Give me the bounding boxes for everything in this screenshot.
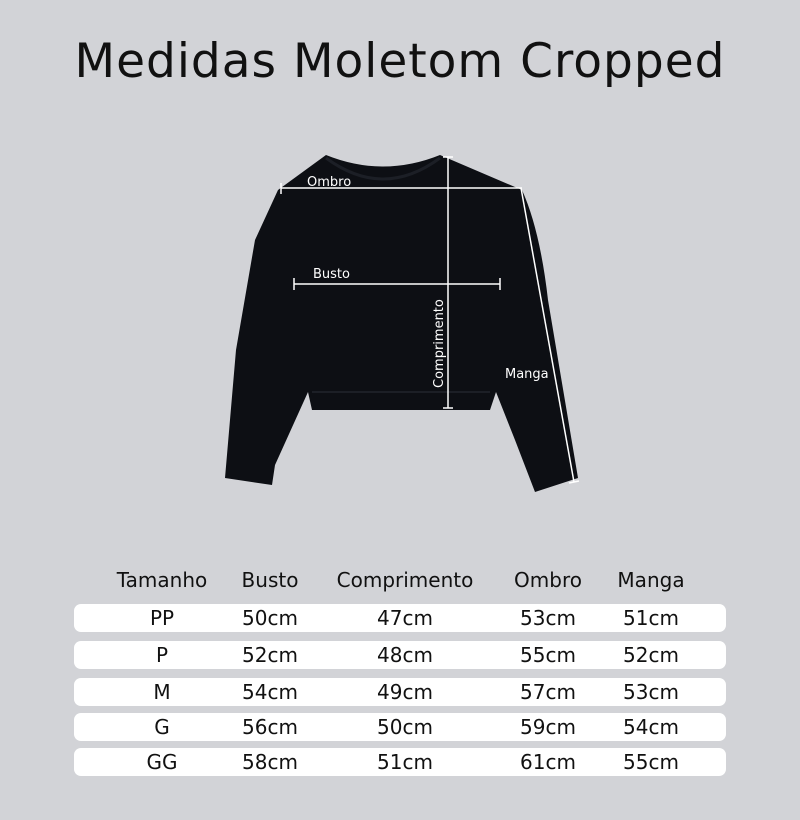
ombro-label: Ombro — [307, 175, 351, 190]
busto-label: Busto — [313, 267, 350, 282]
header-busto: Busto — [241, 568, 299, 592]
page-title: Medidas Moletom Cropped — [74, 34, 726, 89]
cell-manga: 52cm — [623, 643, 679, 667]
header-tamanho: Tamanho — [116, 568, 208, 592]
table-header: Tamanho Busto Comprimento Ombro Manga — [74, 566, 726, 594]
cell-ombro: 61cm — [520, 750, 576, 774]
cell-comprimento: 49cm — [377, 680, 433, 704]
cell-manga: 54cm — [623, 715, 679, 739]
cell-tamanho: GG — [146, 750, 178, 774]
cell-tamanho: M — [153, 680, 171, 704]
cell-busto: 50cm — [242, 606, 298, 630]
manga-label: Manga — [505, 367, 549, 382]
cell-comprimento: 51cm — [377, 750, 433, 774]
cell-manga: 53cm — [623, 680, 679, 704]
header-ombro: Ombro — [514, 568, 582, 592]
cell-busto: 54cm — [242, 680, 298, 704]
measurement-lines — [280, 156, 580, 484]
cell-tamanho: P — [155, 643, 169, 667]
header-comprimento: Comprimento — [336, 568, 474, 592]
cell-ombro: 53cm — [520, 606, 576, 630]
cell-ombro: 57cm — [520, 680, 576, 704]
collar — [325, 156, 441, 181]
cell-tamanho: G — [154, 715, 170, 739]
cell-comprimento: 47cm — [377, 606, 433, 630]
cell-manga: 51cm — [623, 606, 679, 630]
comprimento-label: Comprimento — [432, 299, 447, 388]
cell-tamanho: PP — [149, 606, 175, 630]
table-row: GG 58cm 51cm 61cm 55cm — [74, 748, 726, 776]
cell-busto: 56cm — [242, 715, 298, 739]
cell-comprimento: 50cm — [377, 715, 433, 739]
cell-busto: 58cm — [242, 750, 298, 774]
table-row: G 56cm 50cm 59cm 54cm — [74, 713, 726, 741]
sweatshirt-diagram: Ombro Busto Comprimento Manga — [225, 155, 580, 492]
table-row: M 54cm 49cm 57cm 53cm — [74, 678, 726, 706]
table-row: PP 50cm 47cm 53cm 51cm — [74, 604, 726, 632]
cell-comprimento: 48cm — [377, 643, 433, 667]
manga-line — [520, 187, 575, 483]
cell-manga: 55cm — [623, 750, 679, 774]
table-row: P 52cm 48cm 55cm 52cm — [74, 641, 726, 669]
cell-ombro: 59cm — [520, 715, 576, 739]
cell-busto: 52cm — [242, 643, 298, 667]
header-manga: Manga — [617, 568, 685, 592]
cell-ombro: 55cm — [520, 643, 576, 667]
sweatshirt-image — [225, 155, 578, 492]
